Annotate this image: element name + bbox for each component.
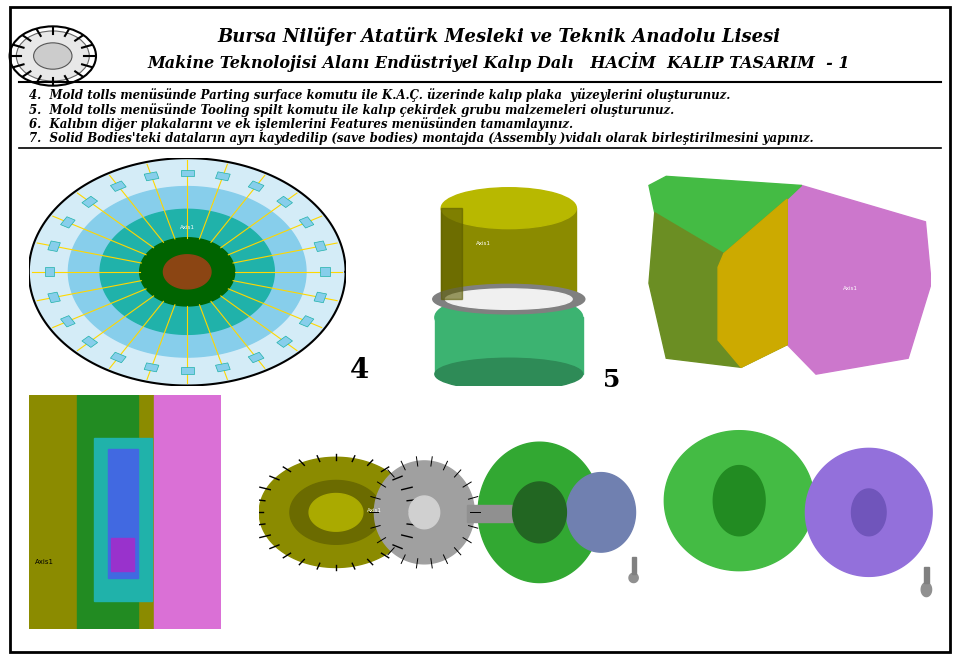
Bar (276, 336, 293, 347)
Polygon shape (649, 177, 802, 254)
Polygon shape (513, 482, 566, 543)
Bar (180, 367, 194, 374)
Bar (442, 208, 576, 299)
Bar (154, 395, 221, 629)
Text: 5: 5 (603, 368, 620, 391)
Bar (111, 538, 134, 571)
Bar (44, 268, 54, 276)
Bar (924, 567, 928, 583)
Text: Axis1: Axis1 (35, 559, 54, 565)
Polygon shape (259, 457, 413, 567)
Text: Axis1: Axis1 (367, 508, 382, 513)
Bar (314, 292, 326, 302)
Bar (180, 169, 194, 177)
Text: Makine Teknolojisi Alanı Endüstriyel Kalıp Dalı   HACİM  KALIP TASARIM  - 1: Makine Teknolojisi Alanı Endüstriyel Kal… (148, 52, 851, 72)
Polygon shape (100, 210, 275, 334)
Bar (110, 353, 126, 362)
Polygon shape (718, 199, 787, 367)
Bar (276, 196, 293, 208)
Bar (82, 336, 98, 347)
Bar (314, 241, 326, 252)
Polygon shape (787, 185, 931, 374)
Bar (435, 317, 583, 374)
Bar (82, 196, 98, 208)
Bar (77, 395, 138, 629)
Polygon shape (478, 442, 601, 583)
Bar (467, 505, 513, 522)
Bar (249, 353, 264, 362)
Polygon shape (290, 480, 382, 544)
Text: Axis1: Axis1 (843, 286, 858, 291)
Polygon shape (805, 448, 932, 577)
Text: Axis1: Axis1 (476, 241, 491, 246)
Bar (144, 363, 159, 372)
Ellipse shape (435, 295, 583, 340)
Ellipse shape (442, 188, 576, 229)
Text: Axis1: Axis1 (180, 225, 195, 229)
Bar (321, 268, 329, 276)
Text: 4: 4 (349, 357, 369, 384)
Circle shape (34, 43, 72, 69)
Text: Bursa Nilüfer Atatürk Mesleki ve Teknik Anadolu Lisesi: Bursa Nilüfer Atatürk Mesleki ve Teknik … (218, 27, 780, 45)
Polygon shape (163, 255, 211, 289)
Bar (215, 363, 230, 372)
Text: 6.  Kalıbın diğer plakalarını ve ek işlemlerini Features menüsünden tamamlayınız: 6. Kalıbın diğer plakalarını ve ek işlem… (29, 117, 573, 131)
Polygon shape (140, 238, 234, 306)
Polygon shape (713, 466, 765, 536)
Bar (215, 172, 230, 181)
Polygon shape (29, 158, 346, 386)
Bar (60, 217, 75, 228)
Bar (60, 316, 75, 327)
Bar (300, 217, 314, 228)
Polygon shape (629, 573, 638, 583)
Bar (442, 208, 463, 299)
Text: 7.  Solid Bodies'teki dataların ayrı kaydedilip (save bodies) montajda (Assembly: 7. Solid Bodies'teki dataların ayrı kayd… (29, 132, 813, 145)
Ellipse shape (433, 284, 585, 314)
Bar (249, 181, 264, 191)
Polygon shape (374, 461, 474, 564)
Polygon shape (566, 473, 636, 552)
Bar (48, 241, 60, 252)
Polygon shape (922, 583, 931, 596)
Text: 4.  Mold tolls menüsünde Parting surface komutu ile K.A.Ç. üzerinde kalıp plaka : 4. Mold tolls menüsünde Parting surface … (29, 88, 731, 103)
Bar (632, 558, 636, 574)
Polygon shape (409, 496, 440, 529)
Bar (94, 438, 152, 601)
Ellipse shape (445, 289, 572, 309)
Polygon shape (68, 186, 306, 357)
Polygon shape (664, 431, 814, 571)
Bar (108, 449, 138, 578)
Bar (110, 181, 126, 191)
Polygon shape (852, 489, 886, 536)
Bar (300, 316, 314, 327)
Bar (144, 172, 159, 181)
Ellipse shape (435, 358, 583, 390)
Bar (48, 292, 60, 302)
Circle shape (16, 31, 89, 81)
Polygon shape (309, 494, 363, 531)
Text: 5.  Mold tolls menüsünde Tooling spilt komutu ile kalıp çekirdek grubu malzemele: 5. Mold tolls menüsünde Tooling spilt ko… (29, 103, 674, 117)
Polygon shape (649, 199, 787, 367)
